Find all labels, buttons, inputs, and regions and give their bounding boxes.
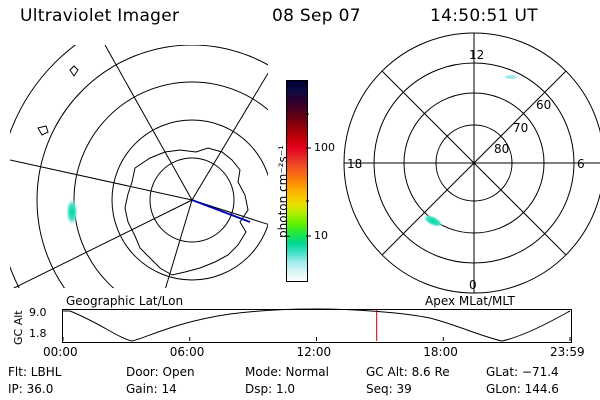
altitude-curve [63, 308, 571, 342]
altitude-ylabel: GC Alt [12, 310, 25, 345]
aurora-patch-right [422, 214, 444, 228]
mlt-label-0: 0 [469, 278, 477, 292]
island-outline-2 [69, 65, 79, 77]
right-panel-caption: Apex MLat/MLT [425, 294, 515, 308]
altitude-x-label: 00:00 [43, 345, 78, 359]
coastline-path [124, 147, 249, 276]
dsp-label: Dsp: 1.0 [245, 382, 296, 396]
colorbar-tick-10: 10 [314, 229, 328, 242]
glon-label: GLon: 144.6 [486, 382, 559, 396]
door-label: Door: Open [126, 365, 195, 379]
aurora-patch-right-faint [505, 75, 517, 79]
color-bar [286, 80, 308, 282]
mlat-label-70: 70 [513, 121, 529, 135]
glat-label: GLat: −71.4 [486, 365, 559, 379]
mlat-label-80: 80 [494, 142, 510, 156]
gc-alt-label: GC Alt: 8.6 Re [366, 365, 450, 379]
ip-label: IP: 36.0 [8, 382, 54, 396]
filter-label: Flt: LBHL [8, 365, 62, 379]
instrument-title: Ultraviolet Imager [20, 6, 180, 26]
mlt-label-12: 12 [469, 48, 485, 62]
altitude-ytick-max: 9.0 [29, 306, 47, 319]
left-panel-caption: Geographic Lat/Lon [66, 294, 184, 308]
time-label: 14:50:51 UT [430, 6, 538, 26]
aurora-patch-left [66, 198, 78, 226]
mlt-diagonal-2 [381, 70, 567, 256]
date-label: 08 Sep 07 [272, 6, 361, 26]
altitude-x-label: 18:00 [423, 345, 458, 359]
gain-label: Gain: 14 [126, 382, 177, 396]
spacecraft-track [191, 199, 251, 223]
altitude-x-label: 12:00 [296, 345, 332, 359]
mlat-label-60: 60 [536, 98, 552, 112]
altitude-x-ticks [62, 337, 571, 341]
altitude-x-label: 06:00 [169, 345, 205, 359]
island-outline [37, 125, 49, 136]
sequence-label: Seq: 39 [366, 382, 412, 396]
altitude-ytick-min: 1.8 [29, 327, 47, 340]
mlt-label-6: 6 [577, 157, 585, 171]
colorbar-tick-100: 100 [314, 141, 335, 154]
mode-label: Mode: Normal [245, 365, 329, 379]
mlt-label-18: 18 [347, 157, 363, 171]
color-bar-fill [287, 81, 307, 281]
altitude-x-label: 23:59 [550, 345, 585, 359]
